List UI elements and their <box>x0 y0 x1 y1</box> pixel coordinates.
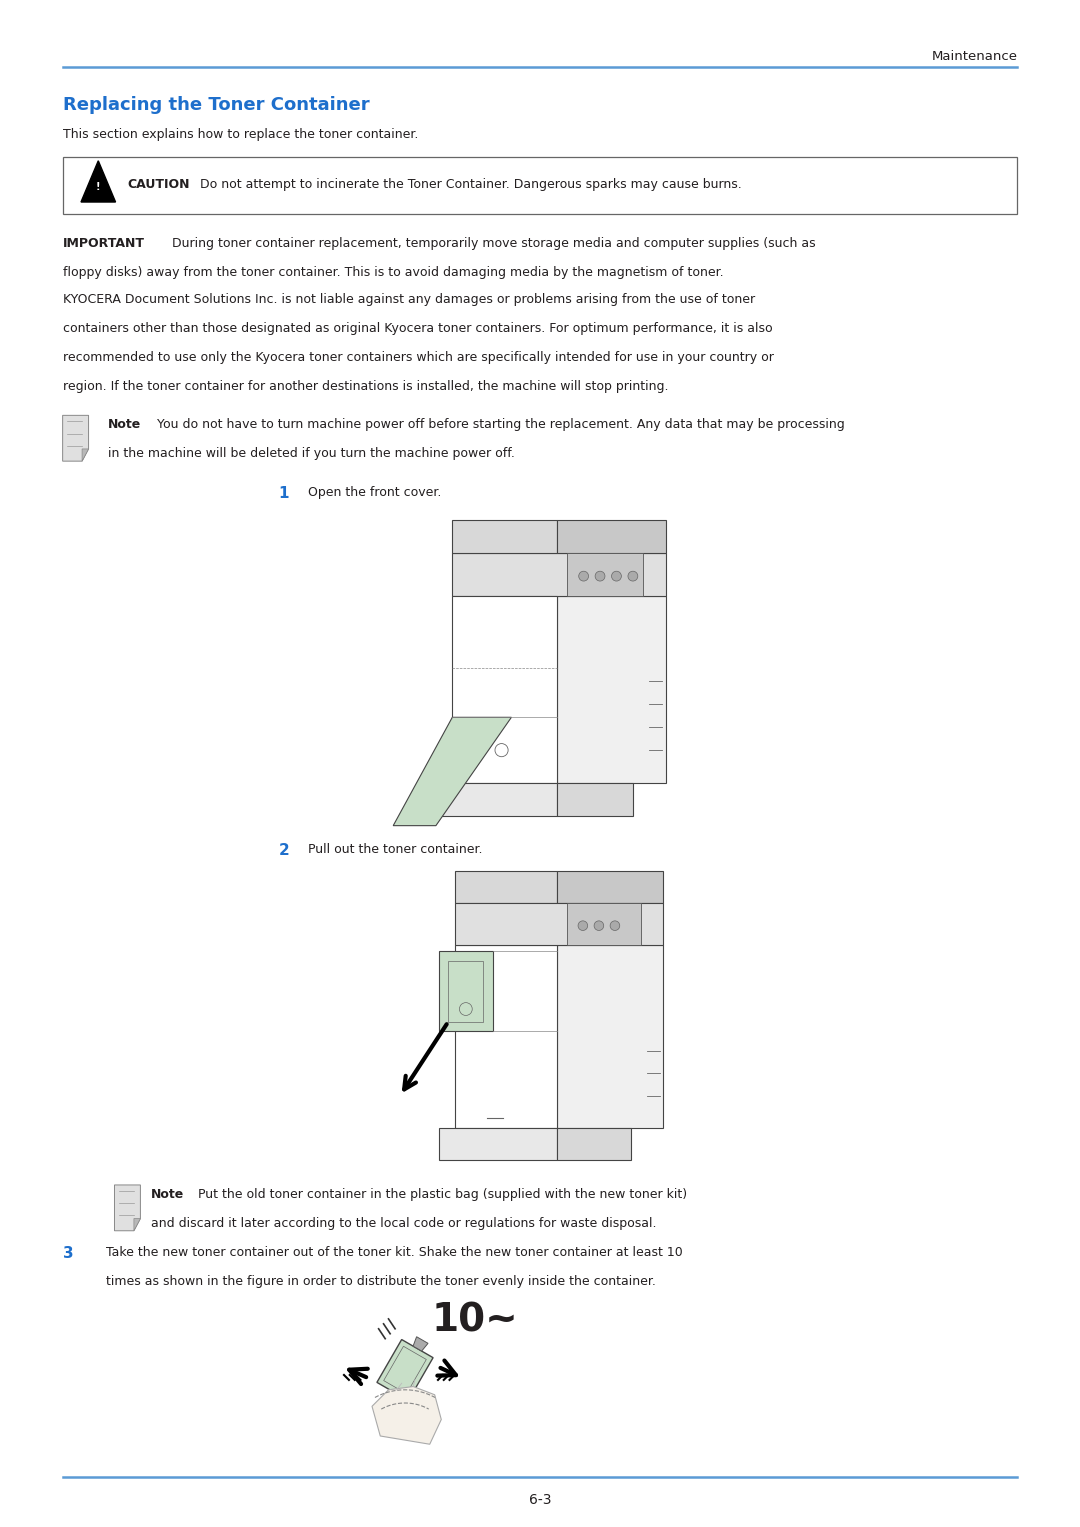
Circle shape <box>595 571 605 582</box>
Polygon shape <box>377 1339 433 1400</box>
Text: This section explains how to replace the toner container.: This section explains how to replace the… <box>63 128 418 142</box>
Circle shape <box>627 571 638 582</box>
Polygon shape <box>567 902 640 945</box>
Circle shape <box>594 921 604 930</box>
Polygon shape <box>438 1127 557 1161</box>
Polygon shape <box>557 596 665 783</box>
Polygon shape <box>557 521 665 553</box>
Text: 1: 1 <box>279 486 289 501</box>
Text: 3: 3 <box>63 1246 73 1261</box>
Polygon shape <box>557 870 663 902</box>
Polygon shape <box>436 783 557 815</box>
Text: Do not attempt to incinerate the Toner Container. Dangerous sparks may cause bur: Do not attempt to incinerate the Toner C… <box>192 177 742 191</box>
Text: Maintenance: Maintenance <box>931 50 1017 64</box>
Text: floppy disks) away from the toner container. This is to avoid damaging media by : floppy disks) away from the toner contai… <box>63 266 724 279</box>
Circle shape <box>579 571 589 582</box>
Text: Take the new toner container out of the toner kit. Shake the new toner container: Take the new toner container out of the … <box>106 1246 683 1260</box>
Polygon shape <box>413 1336 428 1351</box>
Circle shape <box>578 921 588 930</box>
Polygon shape <box>81 160 116 202</box>
Polygon shape <box>63 415 89 461</box>
Text: !: ! <box>96 182 100 192</box>
Text: You do not have to turn machine power off before starting the replacement. Any d: You do not have to turn machine power of… <box>149 418 845 432</box>
Polygon shape <box>557 783 633 815</box>
Text: times as shown in the figure in order to distribute the toner evenly inside the : times as shown in the figure in order to… <box>106 1275 656 1289</box>
Polygon shape <box>453 521 557 553</box>
Polygon shape <box>393 718 512 826</box>
Polygon shape <box>557 1127 631 1161</box>
Text: containers other than those designated as original Kyocera toner containers. For: containers other than those designated a… <box>63 322 772 336</box>
FancyBboxPatch shape <box>63 157 1017 214</box>
Text: CAUTION: CAUTION <box>127 177 190 191</box>
Polygon shape <box>455 870 557 902</box>
Text: in the machine will be deleted if you turn the machine power off.: in the machine will be deleted if you tu… <box>108 447 515 461</box>
Text: Note: Note <box>151 1188 185 1202</box>
Text: Open the front cover.: Open the front cover. <box>308 486 441 499</box>
Text: IMPORTANT: IMPORTANT <box>63 237 145 250</box>
Polygon shape <box>567 553 643 596</box>
Polygon shape <box>453 553 665 596</box>
Polygon shape <box>453 596 557 783</box>
Text: 6-3: 6-3 <box>529 1493 551 1507</box>
Polygon shape <box>455 945 557 1127</box>
Text: Replacing the Toner Container: Replacing the Toner Container <box>63 96 369 115</box>
Polygon shape <box>557 945 663 1127</box>
Text: 2: 2 <box>279 843 289 858</box>
Text: During toner container replacement, temporarily move storage media and computer : During toner container replacement, temp… <box>164 237 815 250</box>
Polygon shape <box>134 1219 140 1231</box>
Text: Put the old toner container in the plastic bag (supplied with the new toner kit): Put the old toner container in the plast… <box>190 1188 687 1202</box>
Text: Note: Note <box>108 418 141 432</box>
Circle shape <box>610 921 620 930</box>
Polygon shape <box>372 1387 442 1445</box>
Polygon shape <box>438 951 494 1032</box>
Polygon shape <box>82 449 89 461</box>
Polygon shape <box>455 902 663 945</box>
Text: Pull out the toner container.: Pull out the toner container. <box>308 843 483 857</box>
Text: KYOCERA Document Solutions Inc. is not liable against any damages or problems ar: KYOCERA Document Solutions Inc. is not l… <box>63 293 755 307</box>
Text: 10~: 10~ <box>432 1301 518 1339</box>
Polygon shape <box>114 1185 140 1231</box>
Circle shape <box>611 571 621 582</box>
Text: and discard it later according to the local code or regulations for waste dispos: and discard it later according to the lo… <box>151 1217 657 1231</box>
Text: region. If the toner container for another destinations is installed, the machin: region. If the toner container for anoth… <box>63 380 669 394</box>
Text: recommended to use only the Kyocera toner containers which are specifically inte: recommended to use only the Kyocera tone… <box>63 351 773 365</box>
